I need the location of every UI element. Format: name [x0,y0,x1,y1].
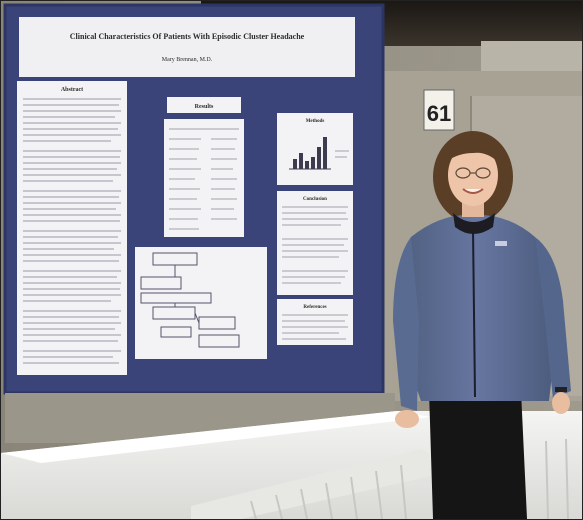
presenter-hand-left [395,410,419,428]
presenter-glasses [455,167,491,179]
results-table-lines [169,128,239,230]
presenter-person [393,131,571,519]
presenter-smile [462,188,484,194]
presenter-face [448,144,498,206]
jacket-logo [495,241,507,246]
poster-title-banner [19,17,355,77]
booth-number: 61 [427,101,451,126]
presenter-arm-left [393,237,419,411]
presenter-fringe [447,140,499,163]
presenter-collar [453,213,495,234]
poster-right-text-panel [277,191,353,295]
poster-author: Mary Brennan, M.D. [162,57,213,63]
presenter-jacket [397,214,557,401]
jacket-zipper [472,228,476,398]
poster-mini-bar-chart [293,137,327,169]
chart-panel-heading: Methods [306,119,325,124]
right-mid-heading: Conclusion [303,197,327,202]
presenter-pants [429,391,527,519]
presenter-arm-right [535,237,571,399]
left-column-text-lines [23,98,121,364]
poster-references-panel [277,299,353,345]
center-heading: Results [195,104,214,110]
presenter-hand-right [552,392,570,414]
poster-left-column [17,81,127,375]
poster-title: Clinical Characteristics Of Patients Wit… [70,32,305,41]
poster-chart-panel [277,113,353,185]
table-top-edge [1,411,431,463]
booth-number-sign [423,89,455,131]
right-low-heading: References [303,305,326,310]
right-mid-text-lines [282,206,348,284]
center-heading-box [167,97,241,113]
presenter-watch [555,387,567,392]
flowchart-boxes [140,252,240,348]
chart-legend-lines [335,150,349,158]
left-column-heading: Abstract [61,87,83,93]
table-skirt-pleats [250,438,569,519]
references-text-lines [282,314,348,340]
